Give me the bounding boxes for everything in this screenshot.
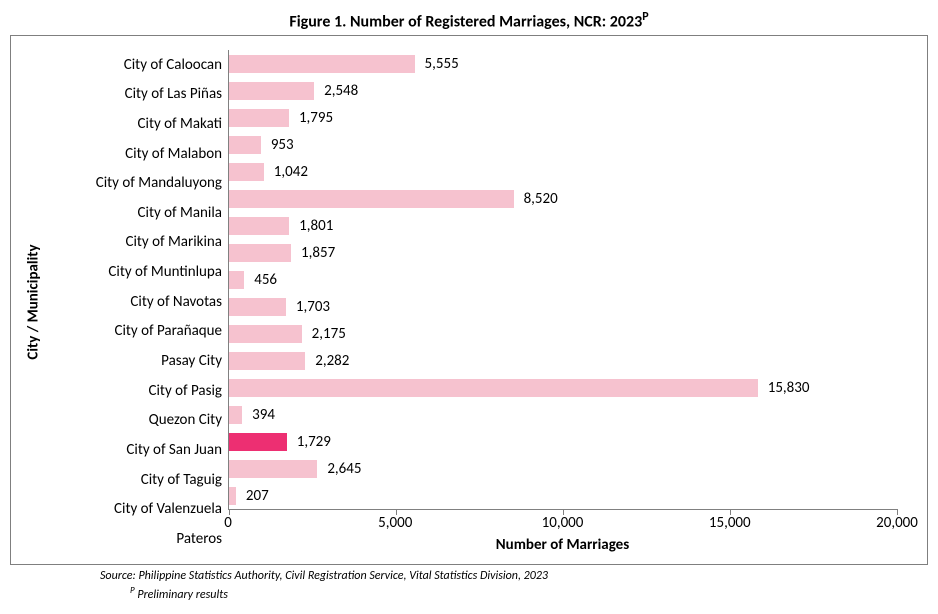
bar	[229, 82, 314, 100]
bar	[229, 352, 305, 370]
y-category-label: City of Parañaque	[47, 318, 222, 345]
bar	[229, 136, 261, 154]
bar	[229, 217, 289, 235]
bar	[229, 406, 242, 424]
x-tick-label: 15,000	[709, 514, 751, 532]
bar-value-label: 1,857	[301, 244, 335, 262]
bar-value-label: 1,042	[274, 163, 308, 181]
bar-row: 1,042	[229, 158, 897, 185]
x-axis: 05,00010,00015,00020,000	[228, 510, 897, 532]
y-category-column: City of CaloocanCity of Las Piñas City of…	[47, 50, 228, 554]
y-category-label: Quezon City	[47, 407, 222, 434]
y-category-label: City of Taguig	[47, 467, 222, 494]
bar-row: 2,645	[229, 455, 897, 482]
y-category-label: City of Las Piñas	[47, 81, 222, 108]
bar-row: 2,282	[229, 347, 897, 374]
bar-row: 5,555	[229, 50, 897, 77]
bar-row: 15,830	[229, 374, 897, 401]
plot-column: 5,555 2,548 1,795 953 1,042 8,520 1,801 1,857 45…	[228, 50, 897, 554]
bar	[229, 379, 758, 397]
bar	[229, 487, 236, 505]
y-category-label: City of Marikina	[47, 229, 222, 256]
y-category-label: City of Valenzuela	[47, 496, 222, 523]
y-category-label: City of Makati	[47, 111, 222, 138]
bar-row: 953	[229, 131, 897, 158]
bar-value-label: 1,801	[299, 217, 333, 235]
bar-value-label: 8,520	[524, 190, 558, 208]
y-category-label: City of Pasig	[47, 378, 222, 405]
source-note: Source: Philippine Statistics Authority,…	[10, 569, 928, 603]
y-category-label: Pasay City	[47, 348, 222, 375]
y-category-label: City of Malabon	[47, 141, 222, 168]
plot-area: 5,555 2,548 1,795 953 1,042 8,520 1,801 1,857 45…	[228, 50, 897, 510]
bar-value-label: 2,645	[327, 460, 361, 478]
bar	[229, 109, 289, 127]
x-tick-label: 5,000	[378, 514, 412, 532]
y-category-label: City of Manila	[47, 200, 222, 227]
bar-row: 1,703	[229, 293, 897, 320]
bar	[229, 325, 302, 343]
bar-value-label: 2,282	[315, 352, 349, 370]
bar-row: 2,548	[229, 77, 897, 104]
bar-row: 207	[229, 482, 897, 509]
bar	[229, 298, 286, 316]
y-category-label: City of Navotas	[47, 289, 222, 316]
bar-value-label: 953	[271, 136, 294, 154]
x-tick-label: 20,000	[876, 514, 918, 532]
x-axis-label: Number of Marriages	[228, 536, 897, 554]
bar-value-label: 207	[246, 487, 269, 505]
bar-row: 2,175	[229, 320, 897, 347]
y-category-label: City of Mandaluyong	[47, 170, 222, 197]
bar-value-label: 394	[252, 406, 275, 424]
bar-row: 1,729	[229, 428, 897, 455]
bar	[229, 271, 244, 289]
bar-value-label: 1,703	[296, 298, 330, 316]
bar-value-label: 5,555	[425, 55, 459, 73]
bar-value-label: 15,830	[768, 379, 810, 397]
bar-value-label: 2,175	[312, 325, 346, 343]
bar-value-label: 456	[254, 271, 277, 289]
bar-row: 8,520	[229, 185, 897, 212]
y-axis-label-wrap: City / Municipality	[21, 50, 47, 554]
bar	[229, 433, 287, 451]
chart-area: City / Municipality City of CaloocanCity…	[10, 35, 928, 565]
bar	[229, 55, 415, 73]
bar-row: 394	[229, 401, 897, 428]
source-line-1: Source: Philippine Statistics Authority,…	[100, 569, 928, 585]
bar-row: 1,801	[229, 212, 897, 239]
bar-value-label: 1,729	[297, 433, 331, 451]
bar	[229, 190, 514, 208]
y-axis-label: City / Municipality	[25, 245, 43, 360]
bar-value-label: 1,795	[299, 109, 333, 127]
x-tick-label: 10,000	[542, 514, 584, 532]
y-category-label: City of San Juan	[47, 437, 222, 464]
bar-row: 456	[229, 266, 897, 293]
bar-value-label: 2,548	[324, 82, 358, 100]
bar	[229, 460, 317, 478]
bar	[229, 163, 264, 181]
bar	[229, 244, 291, 262]
source-line-2: P Preliminary results	[100, 585, 928, 604]
bar-row: 1,857	[229, 239, 897, 266]
y-category-label: Pateros	[47, 526, 222, 553]
chart-title: Figure 1. Number of Registered Marriages…	[10, 10, 928, 31]
bar-row: 1,795	[229, 104, 897, 131]
x-tick-label: 0	[224, 514, 232, 532]
y-category-label: City of Muntinlupa	[47, 259, 222, 286]
y-category-label: City of Caloocan	[47, 52, 222, 79]
